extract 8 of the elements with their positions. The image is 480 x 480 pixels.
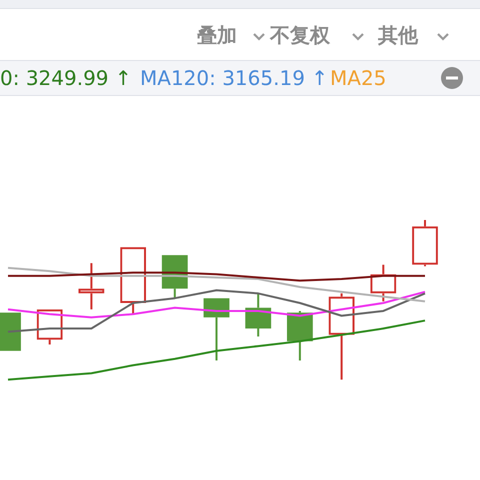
text: MA120: 3165.19 ↑	[140, 66, 328, 90]
text: 叠加	[197, 23, 237, 47]
candlestick	[204, 298, 230, 362]
text: MA25	[330, 66, 386, 90]
candlestick	[286, 310, 313, 362]
text: 不复权	[270, 23, 330, 47]
text: 0: 3249.99 ↑	[0, 66, 132, 90]
text: 其他	[378, 23, 418, 47]
